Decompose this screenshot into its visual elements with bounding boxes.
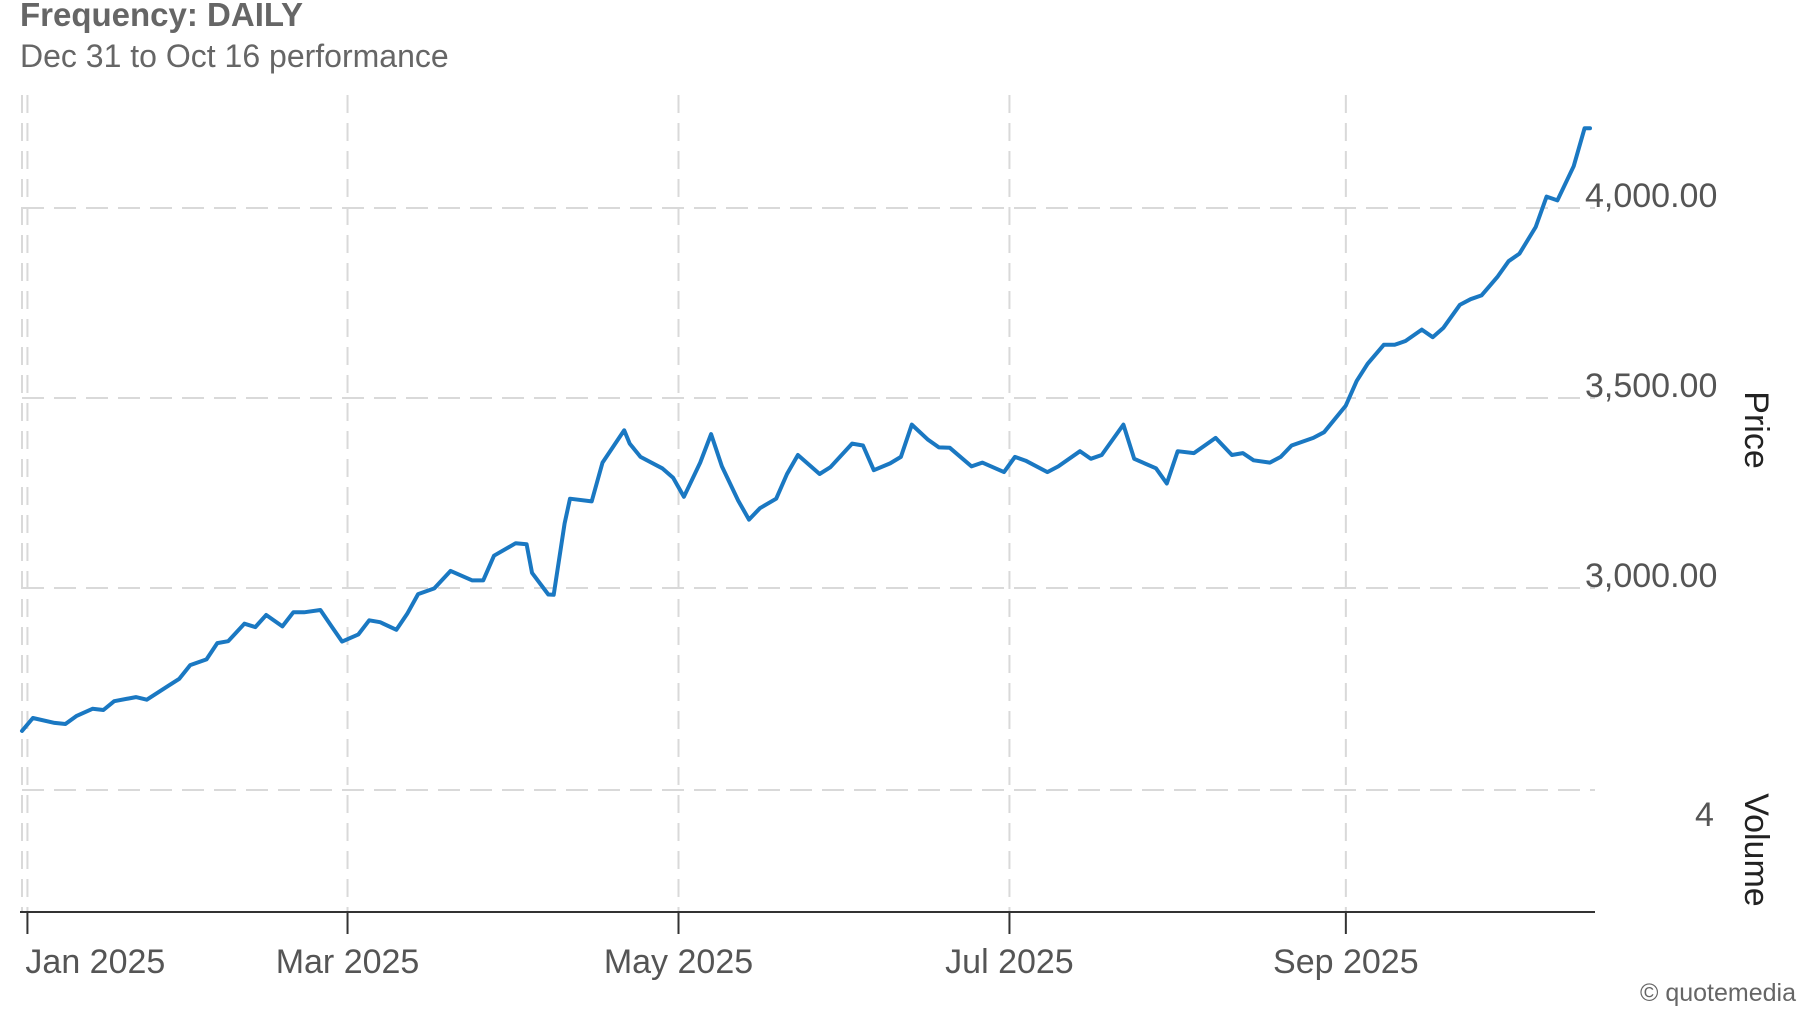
- chart-subtitle: Dec 31 to Oct 16 performance: [20, 38, 449, 74]
- price-axis-title: Price: [1737, 391, 1775, 468]
- labels: Jan 2025 Mar 2025 May 2025 Jul 2025 Sep 2025…: [25, 177, 1775, 981]
- x-tick-label: Jan 2025: [25, 943, 165, 981]
- chart-title: Frequency: DAILY: [20, 0, 304, 33]
- y-tick-label: 3,000.00: [1585, 557, 1717, 595]
- price-series-line: [20, 126, 1592, 733]
- axes: [20, 911, 1595, 934]
- series-layer: [20, 126, 1592, 733]
- x-tick-label: Sep 2025: [1273, 943, 1419, 981]
- x-tick-label: Mar 2025: [276, 943, 420, 981]
- x-tick-label: May 2025: [604, 943, 753, 981]
- volume-tick-label: 4: [1695, 796, 1714, 834]
- quotemedia-credit: © quotemedia: [1639, 979, 1796, 1007]
- y-tick-label: 3,500.00: [1585, 367, 1717, 405]
- gridlines: [21, 95, 1595, 912]
- x-tick-label: Jul 2025: [945, 943, 1074, 981]
- volume-axis-title: Volume: [1737, 793, 1775, 906]
- y-tick-label: 4,000.00: [1585, 177, 1717, 215]
